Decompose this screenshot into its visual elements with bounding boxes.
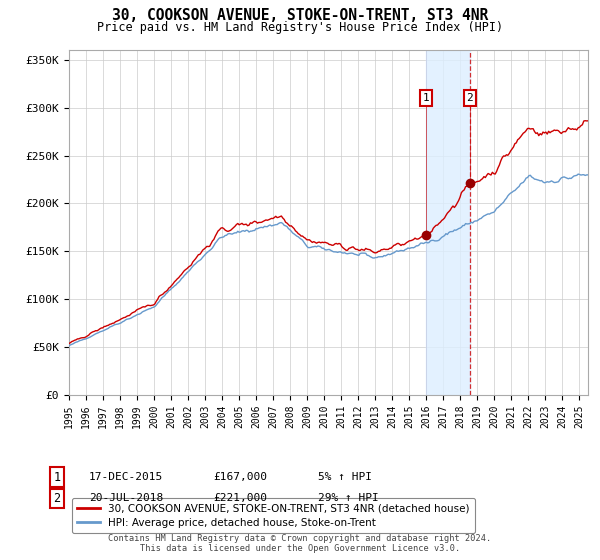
Text: 20-JUL-2018: 20-JUL-2018 bbox=[89, 493, 163, 503]
Text: £221,000: £221,000 bbox=[213, 493, 267, 503]
Text: £167,000: £167,000 bbox=[213, 472, 267, 482]
Bar bbox=[425, 50, 470, 395]
Text: 30, COOKSON AVENUE, STOKE-ON-TRENT, ST3 4NR: 30, COOKSON AVENUE, STOKE-ON-TRENT, ST3 … bbox=[112, 8, 488, 24]
Text: Contains HM Land Registry data © Crown copyright and database right 2024.
This d: Contains HM Land Registry data © Crown c… bbox=[109, 534, 491, 553]
Text: 1: 1 bbox=[422, 93, 429, 103]
Text: Price paid vs. HM Land Registry's House Price Index (HPI): Price paid vs. HM Land Registry's House … bbox=[97, 21, 503, 34]
Legend: 30, COOKSON AVENUE, STOKE-ON-TRENT, ST3 4NR (detached house), HPI: Average price: 30, COOKSON AVENUE, STOKE-ON-TRENT, ST3 … bbox=[71, 498, 475, 533]
Text: 2: 2 bbox=[466, 93, 473, 103]
Text: 2: 2 bbox=[53, 492, 61, 505]
Text: 5% ↑ HPI: 5% ↑ HPI bbox=[318, 472, 372, 482]
Text: 17-DEC-2015: 17-DEC-2015 bbox=[89, 472, 163, 482]
Text: 1: 1 bbox=[53, 470, 61, 484]
Text: 29% ↑ HPI: 29% ↑ HPI bbox=[318, 493, 379, 503]
